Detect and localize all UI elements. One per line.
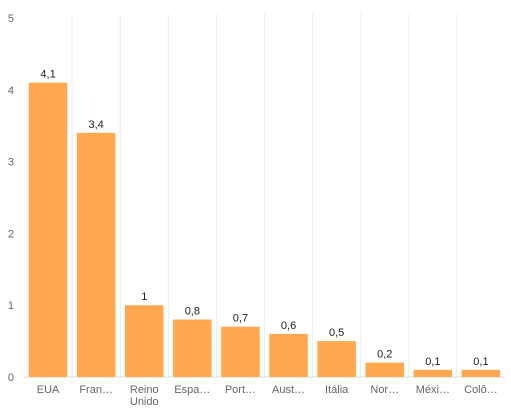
bar[interactable] <box>365 362 404 377</box>
bar[interactable] <box>221 326 260 377</box>
data-label: 0,6 <box>281 320 296 332</box>
x-tick-label: Espa… <box>174 384 210 396</box>
bar[interactable] <box>173 319 212 377</box>
x-tick-label: Méxi… <box>416 384 450 396</box>
x-axis-ticks: EUA Fran… Reino Unido Espa… Port… Aust… Itália N… <box>37 384 498 408</box>
data-label: 0,8 <box>185 306 200 318</box>
data-label: 0,1 <box>473 356 488 368</box>
data-labels: 4,1 3,4 1 0,8 0,7 0,6 0,5 0,2 0,1 0,1 <box>40 69 488 368</box>
x-tick-label: Aust… <box>272 384 305 396</box>
bars <box>28 82 501 378</box>
x-tick-label: Port… <box>225 384 256 396</box>
bar[interactable] <box>461 369 501 377</box>
data-label: 1 <box>141 291 147 303</box>
bar[interactable] <box>28 82 68 378</box>
data-label: 3,4 <box>89 119 104 131</box>
x-tick-label: Itália <box>325 384 349 396</box>
data-label: 0,1 <box>425 356 440 368</box>
bar[interactable] <box>413 369 453 377</box>
data-label: 0,7 <box>233 313 248 325</box>
data-label: 4,1 <box>40 69 55 81</box>
y-tick-label: 5 <box>8 13 14 25</box>
data-label: 0,2 <box>377 349 392 361</box>
x-tick-label: Colô… <box>464 384 498 396</box>
y-tick-label: 2 <box>8 228 14 240</box>
x-tick-label: Reino Unido <box>130 384 159 408</box>
x-tick-label: Nor… <box>370 384 399 396</box>
y-axis-ticks: 0 1 2 3 4 5 <box>8 13 14 384</box>
y-tick-label: 4 <box>8 85 14 97</box>
bar[interactable] <box>269 333 308 377</box>
x-tick-label: Fran… <box>79 384 113 396</box>
data-label: 0,5 <box>329 327 344 339</box>
x-tick-label: EUA <box>37 384 60 396</box>
bar[interactable] <box>76 132 116 377</box>
y-tick-label: 0 <box>8 372 14 384</box>
y-tick-label: 1 <box>8 300 14 312</box>
y-tick-label: 3 <box>8 157 14 169</box>
bar[interactable] <box>317 341 356 377</box>
bar[interactable] <box>125 305 164 377</box>
